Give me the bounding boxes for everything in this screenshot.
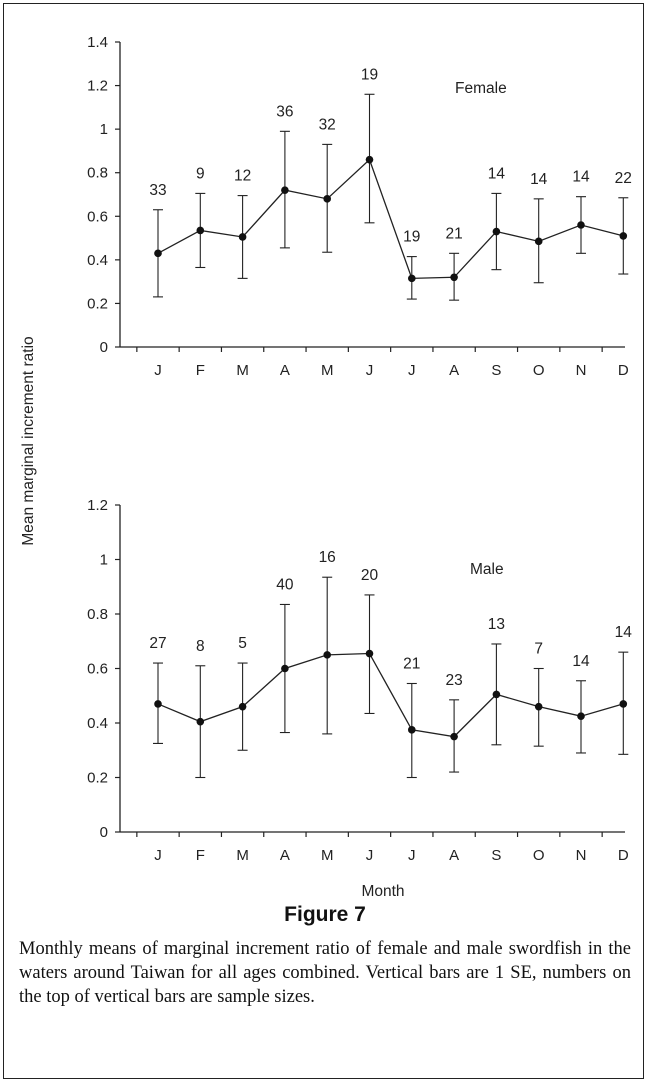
male-y-tick-label: 0.6 (87, 661, 108, 678)
female-data-point (238, 233, 247, 241)
male-sample-size-label: 16 (319, 549, 336, 566)
male-x-tick-label: J (366, 847, 374, 864)
female-x-tick-label: D (618, 362, 629, 379)
male-x-tick-label: J (154, 847, 162, 864)
female-y-tick-label: 0.8 (87, 165, 108, 182)
male-x-axis-title: Month (361, 883, 404, 900)
female-x-tick-label: A (449, 362, 459, 379)
female-series-line (157, 158, 624, 280)
female-y-tick-label: 0.6 (87, 208, 108, 225)
female-data-point (534, 237, 543, 246)
figure-title: Figure 7 (284, 903, 366, 926)
male-sample-size-label: 20 (361, 567, 379, 584)
male-x-tick-label: N (576, 847, 587, 864)
female-x-tick-label: O (533, 362, 545, 379)
female-y-tick-label: 1.2 (87, 78, 108, 95)
male-x-tick-label: A (280, 847, 290, 864)
male-sample-size-label: 23 (445, 672, 462, 689)
female-data-point (450, 273, 458, 282)
female-sample-size-label: 19 (403, 229, 420, 246)
male-x-tick-label: M (236, 847, 249, 864)
male-data-point (619, 700, 628, 708)
female-sample-size-label: 14 (572, 169, 590, 186)
male-sample-size-label: 14 (615, 624, 633, 641)
male-sample-size-label: 5 (238, 635, 247, 652)
female-x-tick-label: J (154, 362, 162, 379)
male-x-tick-label: M (321, 847, 334, 864)
male-data-point (281, 664, 289, 673)
female-x-tick-label: M (236, 362, 249, 379)
female-sample-size-label: 32 (319, 116, 336, 133)
male-sample-size-label: 13 (488, 616, 505, 633)
male-data-point (534, 702, 543, 711)
male-data-point (365, 649, 374, 658)
female-sample-size-label: 36 (276, 103, 293, 120)
female-sample-size-label: 19 (361, 66, 378, 83)
female-sample-size-label: 9 (196, 165, 205, 182)
female-sample-size-label: 12 (234, 168, 251, 185)
male-data-point (492, 690, 501, 699)
female-data-point (281, 186, 289, 194)
female-data-point (492, 227, 501, 236)
male-y-tick-label: 1 (100, 552, 108, 569)
female-sample-size-label: 14 (530, 171, 548, 188)
male-data-point (408, 726, 416, 734)
male-y-tick-label: 0.2 (87, 770, 108, 787)
male-data-point (450, 732, 458, 741)
female-data-point (323, 195, 332, 203)
female-data-point (408, 274, 416, 283)
male-y-tick-label: 0.4 (87, 715, 108, 732)
male-x-tick-label: A (449, 847, 459, 864)
female-sample-size-label: 21 (445, 225, 462, 242)
female-y-tick-label: 0 (100, 339, 108, 356)
female-sample-size-label: 14 (488, 165, 506, 182)
female-x-tick-label: N (576, 362, 587, 379)
female-data-point (196, 226, 205, 235)
female-x-tick-label: S (491, 362, 501, 379)
female-x-tick-label: M (321, 362, 334, 379)
male-sample-size-label: 27 (149, 635, 166, 652)
male-sample-size-label: 40 (276, 576, 294, 593)
male-data-point (577, 712, 585, 720)
male-data-point (154, 700, 162, 708)
female-data-point (154, 249, 162, 258)
female-y-tick-label: 0.2 (87, 295, 108, 312)
male-x-tick-label: J (408, 847, 416, 864)
female-y-tick-label: 1.4 (87, 34, 108, 51)
male-x-tick-label: S (491, 847, 501, 864)
male-panel-label: Male (470, 561, 504, 578)
female-y-tick-label: 1 (100, 121, 108, 138)
male-sample-size-label: 21 (403, 655, 420, 672)
female-sample-size-label: 22 (615, 170, 632, 187)
female-sample-size-label: 33 (149, 182, 166, 199)
male-sample-size-label: 8 (196, 638, 205, 655)
female-data-point (577, 221, 585, 229)
male-x-tick-label: F (196, 847, 205, 864)
male-sample-size-label: 14 (572, 653, 590, 670)
male-x-tick-label: O (533, 847, 545, 864)
male-y-tick-label: 0 (100, 824, 108, 841)
female-y-tick-label: 0.4 (87, 252, 108, 269)
figure-frame (3, 3, 644, 1079)
female-x-tick-label: J (408, 362, 416, 379)
male-y-tick-label: 1.2 (87, 497, 108, 514)
male-data-point (196, 717, 205, 726)
female-data-point (619, 232, 628, 240)
female-x-tick-label: J (366, 362, 374, 379)
male-sample-size-label: 7 (534, 641, 543, 658)
female-x-tick-label: A (280, 362, 290, 379)
male-data-point (323, 651, 332, 659)
male-y-tick-label: 0.8 (87, 606, 108, 623)
figure-caption: Monthly means of marginal increment rati… (19, 939, 631, 1007)
female-panel-label: Female (455, 80, 507, 97)
female-x-tick-label: F (196, 362, 205, 379)
female-data-point (365, 155, 374, 164)
male-series-line (157, 652, 624, 738)
male-x-tick-label: D (618, 847, 629, 864)
y-axis-title: Mean marginal increment ratio (20, 336, 37, 545)
male-data-point (238, 702, 247, 711)
